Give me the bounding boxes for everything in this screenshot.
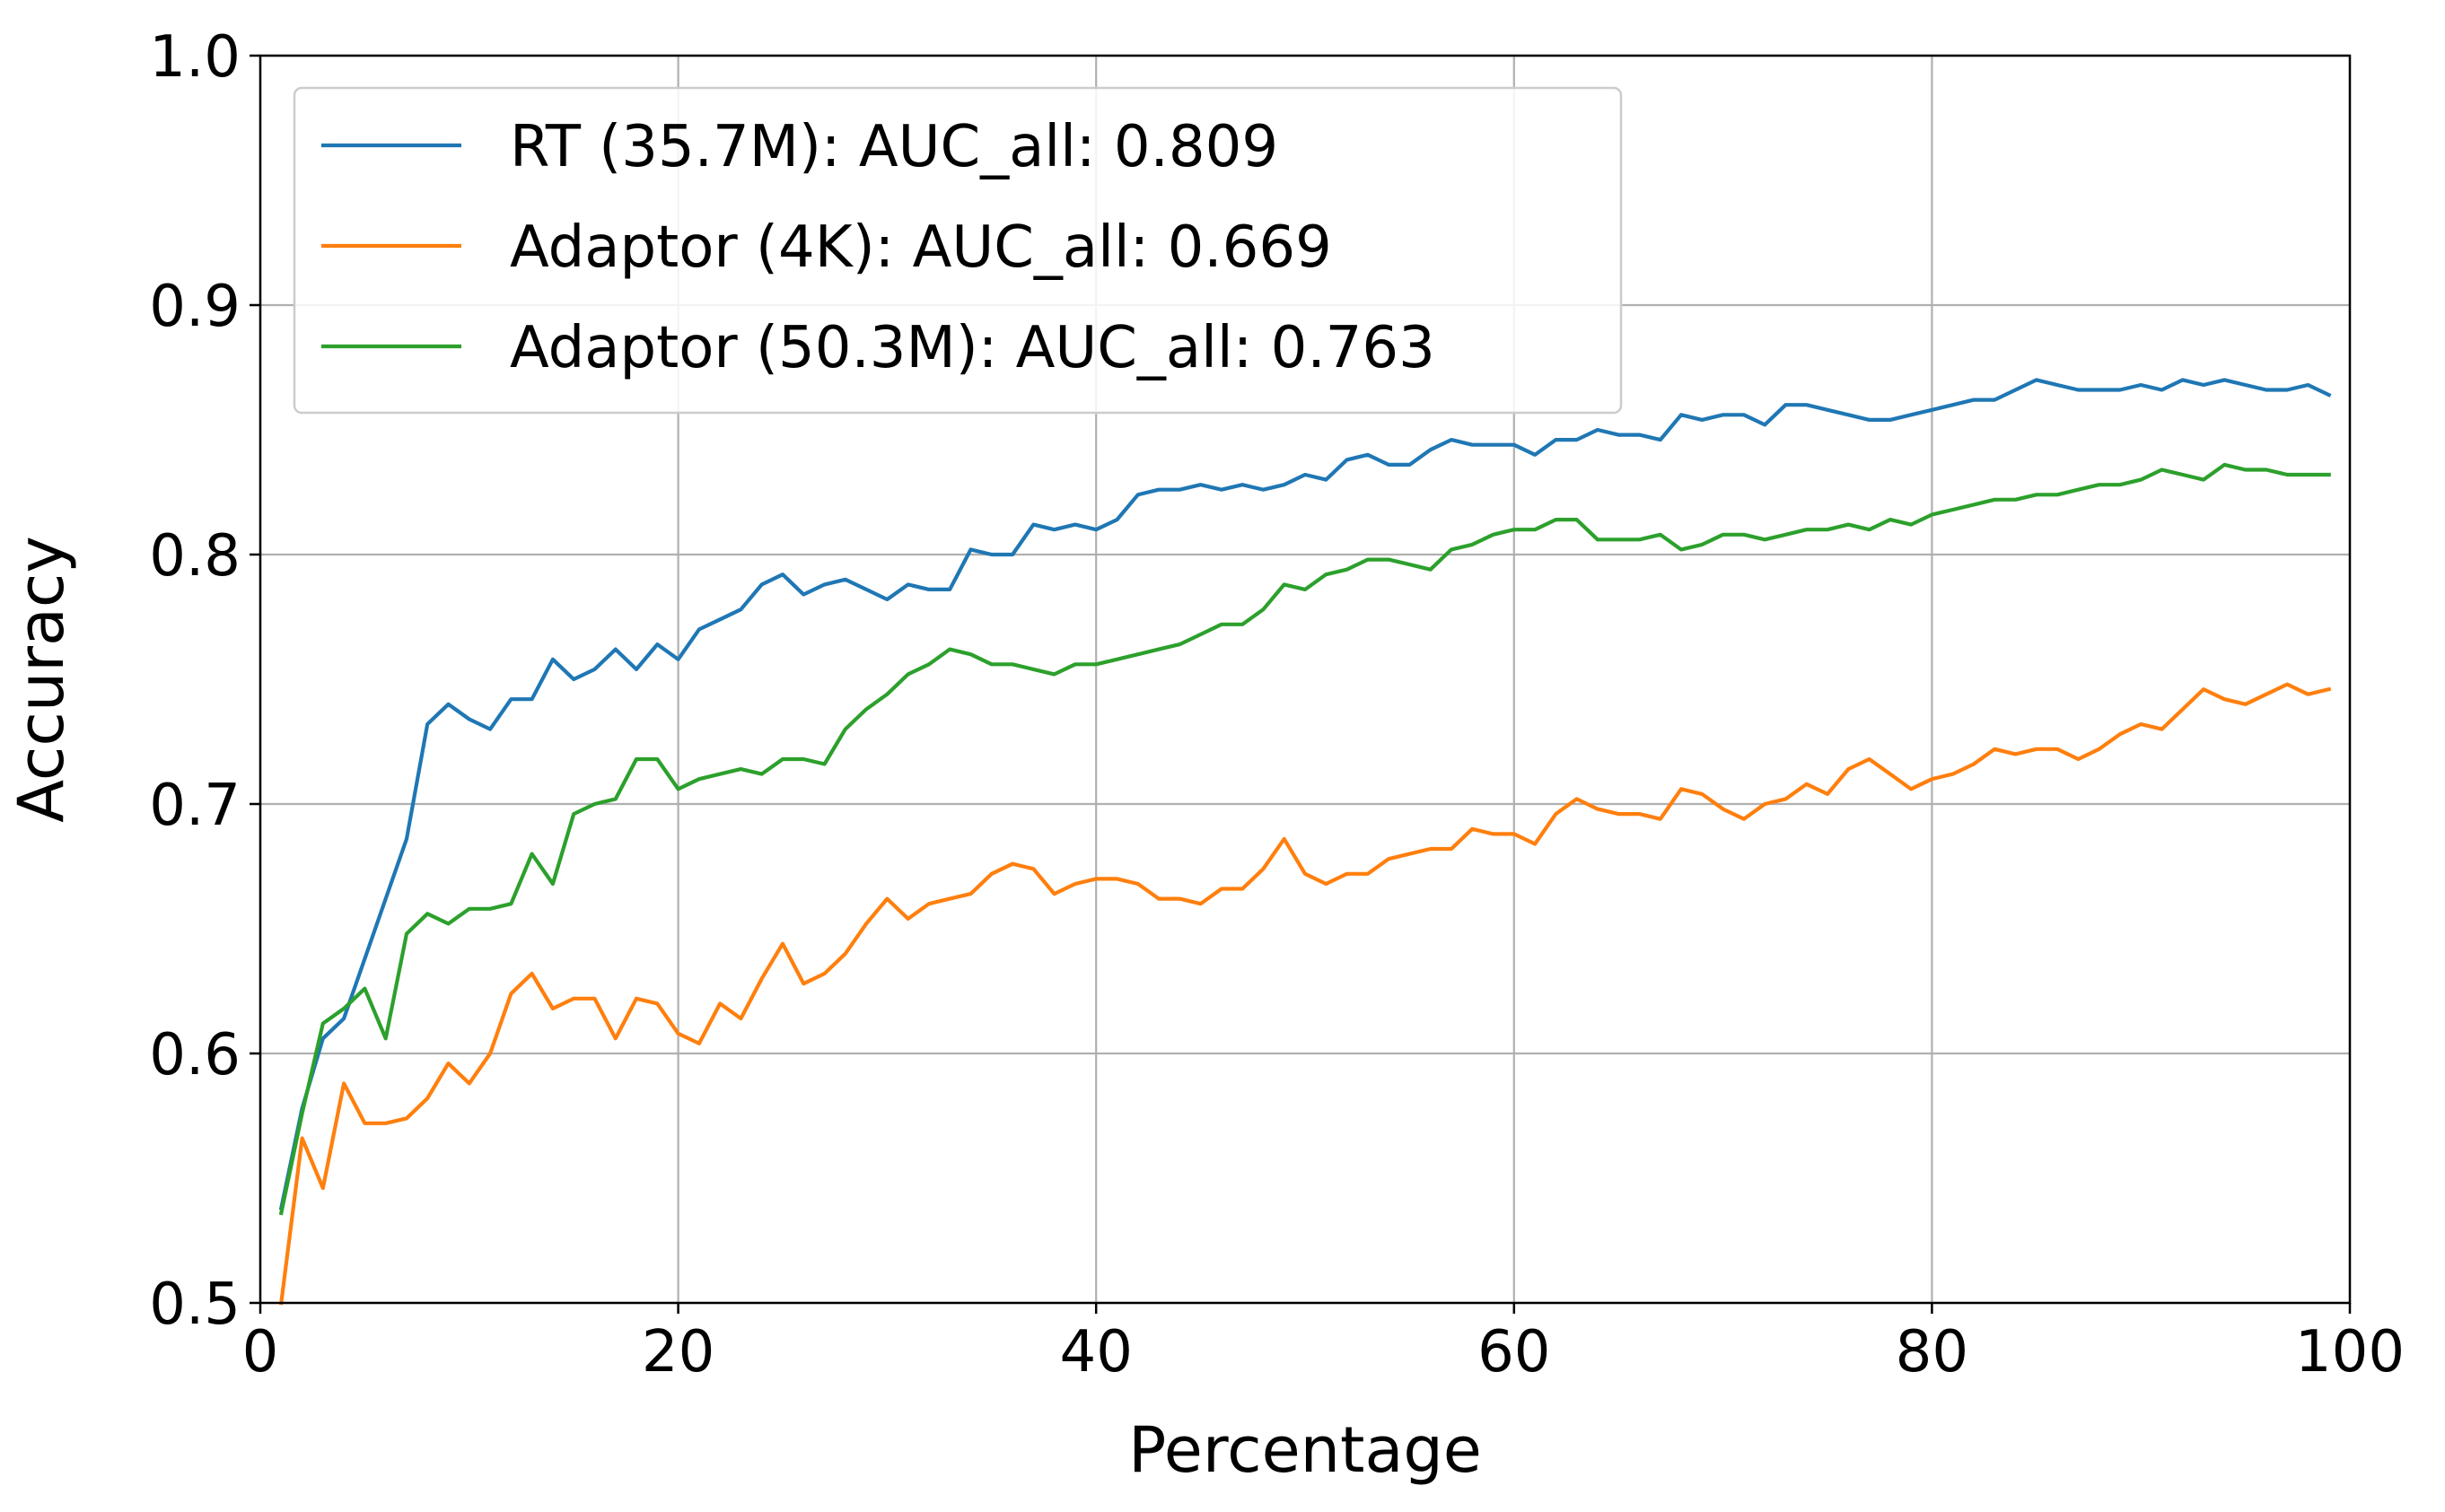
legend: RT (35.7M): AUC_all: 0.809 Adaptor (4K): … — [293, 86, 1623, 415]
x-tick-label: 80 — [1896, 1319, 1968, 1385]
x-tick-label: 40 — [1059, 1319, 1132, 1385]
plot-frame — [259, 54, 2352, 1305]
legend-label: Adaptor (50.3M): AUC_all: 0.763 — [510, 315, 1435, 381]
series-line-1 — [278, 378, 2332, 1210]
y-tick-label: 0.7 — [149, 773, 241, 839]
legend-box — [293, 86, 1623, 415]
x-tick-label: 0 — [242, 1319, 279, 1385]
series-line-2 — [278, 682, 2332, 1306]
axis-ticks: 0 20 40 60 80 100 0.5 0.6 0.7 0.8 0.9 1.0 — [149, 24, 2405, 1385]
x-tick-label: 20 — [642, 1319, 714, 1385]
y-axis-title: Accuracy — [4, 536, 78, 823]
y-tick-label: 1.0 — [149, 24, 241, 91]
legend-label: RT (35.7M): AUC_all: 0.809 — [510, 114, 1278, 180]
y-tick-label: 0.5 — [149, 1272, 241, 1338]
y-tick-label: 0.6 — [149, 1022, 241, 1088]
legend-label: Adaptor (4K): AUC_all: 0.669 — [510, 214, 1332, 281]
x-tick-label: 100 — [2295, 1319, 2405, 1385]
x-axis-title: Percentage — [1128, 1413, 1482, 1487]
y-tick-label: 0.8 — [149, 523, 241, 590]
x-tick-label: 60 — [1477, 1319, 1550, 1385]
series-layer — [278, 378, 2332, 1306]
series-line-3 — [278, 462, 2331, 1216]
y-tick-label: 0.9 — [149, 274, 241, 340]
